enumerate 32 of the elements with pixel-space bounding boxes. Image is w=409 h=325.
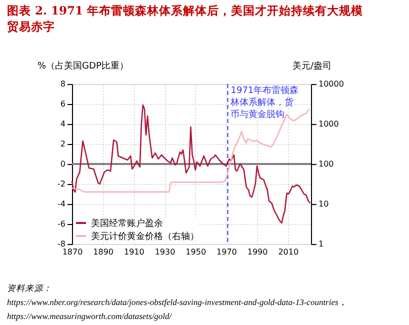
y2-tick-label: 100	[318, 160, 334, 168]
y2-tick-label: 1000	[318, 120, 339, 128]
chart-title: 图表 2. 1971 年布雷顿森林体系解体后，美国才开始持续有大规模贸易赤字	[7, 4, 364, 34]
y2-tick-label: 10	[318, 200, 329, 208]
x-tick-label: 1910	[124, 248, 144, 256]
x-tick-label: 1870	[62, 248, 83, 256]
text: https://www.nber.org/research/data/jones-obstfeld-saving-investment-and-gold-data-13-countries，	[7, 297, 348, 307]
x-tick-label: 2010	[278, 248, 299, 256]
legend-label: 美元计价黄金价格（右轴）	[91, 231, 199, 242]
x-tick-label: 1930	[154, 248, 176, 256]
x-tick-label: 1890	[93, 248, 114, 256]
text: https://www.measuringworth.com/datasets/gold/	[7, 311, 174, 321]
y-tick-label: -4	[58, 200, 66, 208]
y-tick-label: 4	[60, 120, 66, 128]
y-axis-title: %（占美国GDP比重）	[38, 60, 128, 72]
ref-line-label: 1971年布雷顿森林体系解体，货币与黄金脱钩	[230, 85, 299, 120]
text: 资料来源：	[7, 283, 52, 293]
y-tick-label: 6	[60, 100, 66, 108]
y-tick-label: -2	[58, 180, 66, 188]
x-tick-label: 1950	[186, 248, 206, 256]
legend-label: 美国经常账户盈余	[91, 218, 163, 229]
y-tick-label: 0	[60, 160, 66, 168]
y2-tick-label: 10000	[318, 80, 344, 88]
y2-tick-label: 1	[318, 240, 324, 248]
y-tick-label: -6	[58, 220, 66, 228]
y-tick-label: -8	[58, 240, 66, 248]
x-tick-label: 1970	[216, 248, 237, 256]
y-tick-label: 2	[60, 140, 66, 148]
y2-axis-title: 美元/盎司	[292, 60, 332, 72]
line-series	[71, 108, 310, 193]
x-tick-label: 1990	[247, 248, 268, 256]
y-tick-label: 8	[60, 80, 66, 88]
